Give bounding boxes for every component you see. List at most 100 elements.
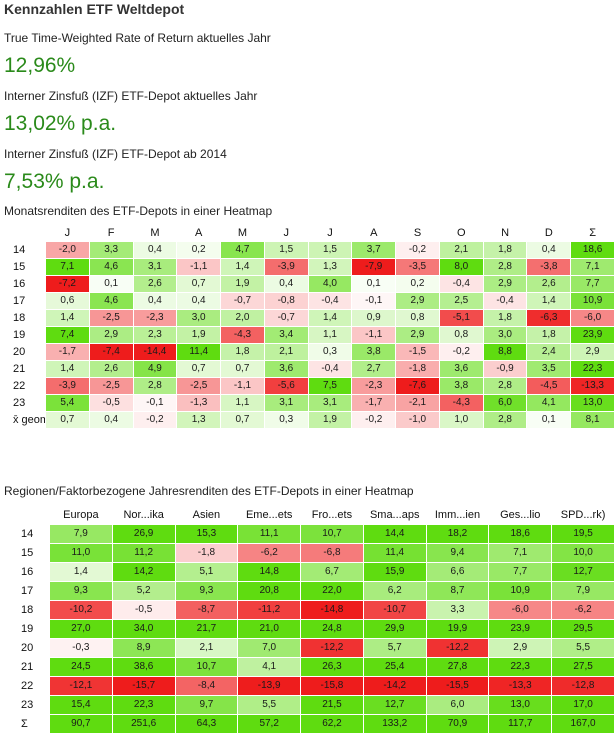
heatmap-cell: 1,9 [221, 276, 264, 292]
table-row: 18 1,4 -2,5 -2,3 3,0 2,0 -0,7 1,4 0,9 0,8 -5,1 1,8-… [11, 310, 614, 326]
heatmap-cell: 22,3 [571, 361, 614, 377]
heatmap-cell: 24,5 [50, 658, 112, 676]
heatmap-cell: -0,2 [396, 242, 439, 258]
heatmap-cell: 7,1 [489, 544, 552, 562]
heatmap-cell: 4,1 [527, 395, 571, 411]
heatmap-cell: 34,0 [112, 620, 175, 638]
heatmap-cell: 2,8 [483, 378, 527, 394]
heatmap-cell: -10,2 [50, 601, 112, 619]
heatmap-cell: 18,2 [426, 525, 489, 543]
heatmap-cell: 11,1 [238, 525, 301, 543]
heatmap-cell: 19,5 [552, 525, 614, 543]
heatmap-cell: 15,9 [363, 563, 426, 581]
heatmap-cell: 21,5 [301, 696, 363, 714]
heatmap-cell: -6,2 [552, 601, 614, 619]
heatmap-cell: -13,9 [238, 677, 301, 695]
heatmap-cell: 3,0 [177, 310, 221, 326]
heatmap-cell: 167,0 [552, 715, 614, 733]
table-row: 17 0,6 4,6 0,4 0,4 -0,7 -0,8 -0,4 -0,1 2,9 2,5 -0,4… [11, 293, 614, 309]
heatmap-cell: 7,7 [571, 276, 614, 292]
heatmap-cell: 2,6 [89, 361, 133, 377]
column-header: O [456, 227, 466, 239]
heatmap-cell: 14,4 [363, 525, 426, 543]
heatmap-cell: 1,5 [308, 242, 352, 258]
metric-value-twr: 12,96% [4, 54, 76, 77]
heatmap-cell: -0,7 [221, 293, 264, 309]
heatmap-cell: 2,8 [483, 259, 527, 275]
heatmap-cell: -15,8 [301, 677, 363, 695]
heatmap-cell: 4,7 [221, 242, 264, 258]
heatmap-cell: 0,4 [133, 293, 177, 309]
heatmap-cell: 0,1 [89, 276, 133, 292]
heatmap-cell: -1,8 [396, 361, 439, 377]
table-row: 16 -7,2 0,1 2,6 0,7 1,9 0,4 4,0 0,1 0,2 -0,4 2,9 2,6… [11, 276, 614, 292]
page-title: Kennzahlen ETF Weltdepot [4, 1, 185, 17]
table-row: 15 7,1 4,6 3,1 -1,1 1,4 -3,9 1,3 -7,9 -3,5 8,0 2,8-… [11, 259, 614, 275]
heatmap-cell: -3,9 [264, 259, 308, 275]
heatmap-cell: -14,2 [363, 677, 426, 695]
heatmap-cell: 8,1 [571, 412, 614, 428]
heatmap-cell: -8,7 [175, 601, 238, 619]
heatmap-cell: 8,7 [426, 582, 489, 600]
heatmap-cell: 1,8 [483, 242, 527, 258]
heatmap-cell: -0,4 [308, 361, 352, 377]
row-label: 21 [13, 363, 26, 375]
heatmap-cell: -7,6 [396, 378, 439, 394]
column-header: D [544, 227, 553, 239]
column-header: M [237, 227, 248, 239]
column-header: M [150, 227, 160, 239]
heatmap-cell: 2,9 [396, 293, 439, 309]
heatmap-cell: -0,1 [133, 395, 177, 411]
heatmap-cell: -6,2 [238, 544, 301, 562]
heatmap-cell: 5,2 [112, 582, 175, 600]
heatmap-cell: 23,9 [489, 620, 552, 638]
heatmap-cell: 1,1 [221, 395, 264, 411]
table-row: 22 -12,1 -15,7 -8,4 -13,9 -15,8 -14,2 -15,5 -13,… [19, 677, 614, 695]
heatmap-cell: 0,4 [89, 412, 133, 428]
heatmap-cell: 27,0 [50, 620, 112, 638]
heatmap-cell: -0,5 [89, 395, 133, 411]
heatmap-regions: Europa Nor...ika Asien Eme...ets Fro...ets Sm… [18, 505, 614, 734]
row-label: 20 [21, 642, 34, 654]
metric-value-izf-2014: 7,53% p.a. [4, 170, 105, 193]
heatmap-cell: 0,7 [46, 412, 89, 428]
heatmap-cell: 3,3 [426, 601, 489, 619]
row-label: x̄ geom [13, 414, 45, 426]
heatmap-regions-title: Regionen/Faktorbezogene Jahresrenditen d… [4, 484, 414, 498]
heatmap-cell: 5,5 [552, 639, 614, 657]
heatmap-cell: -1,1 [177, 259, 221, 275]
heatmap-cell: 0,2 [396, 276, 439, 292]
header-corner [11, 225, 45, 241]
heatmap-cell: 0,4 [527, 242, 571, 258]
heatmap-cell: 117,7 [489, 715, 552, 733]
heatmap-cell: 21,0 [238, 620, 301, 638]
heatmap-cell: 57,2 [238, 715, 301, 733]
heatmap-cell: 11,4 [177, 344, 221, 360]
row-label: Σ [21, 718, 28, 730]
heatmap-cell: 5,4 [46, 395, 89, 411]
column-header: A [370, 227, 378, 239]
column-header: Sma...aps [369, 509, 420, 521]
heatmap-cell: 1,4 [308, 310, 352, 326]
table-row: 21 24,5 38,6 10,7 4,1 26,3 25,4 27,8 22,3 27,5 [19, 658, 614, 676]
heatmap-cell: 4,0 [308, 276, 352, 292]
heatmap-cell: 0,3 [308, 344, 352, 360]
heatmap-cell: 0,8 [396, 310, 439, 326]
table-row: 20 -0,3 8,9 2,1 7,0 -12,2 5,7 -12,2 2,9 5,5 [19, 639, 614, 657]
heatmap-cell: 0,7 [177, 276, 221, 292]
heatmap-cell: 1,8 [221, 344, 264, 360]
heatmap-cell: 0,4 [264, 276, 308, 292]
heatmap-cell: -0,4 [483, 293, 527, 309]
heatmap-cell: 10,9 [489, 582, 552, 600]
heatmap-cell: 7,0 [238, 639, 301, 657]
metric-label-izf-year: Interner Zinsfuß (IZF) ETF-Depot aktuell… [4, 89, 258, 103]
column-header: Imm...ien [434, 509, 481, 521]
heatmap-cell: 7,9 [552, 582, 614, 600]
heatmap-cell: 0,6 [46, 293, 89, 309]
heatmap-cell: 22,0 [301, 582, 363, 600]
heatmap-cell: 1,9 [177, 327, 221, 343]
heatmap-cell: 20,8 [238, 582, 301, 600]
heatmap-cell: -5,6 [264, 378, 308, 394]
header-corner [19, 506, 49, 524]
heatmap-cell: -1,7 [46, 344, 89, 360]
